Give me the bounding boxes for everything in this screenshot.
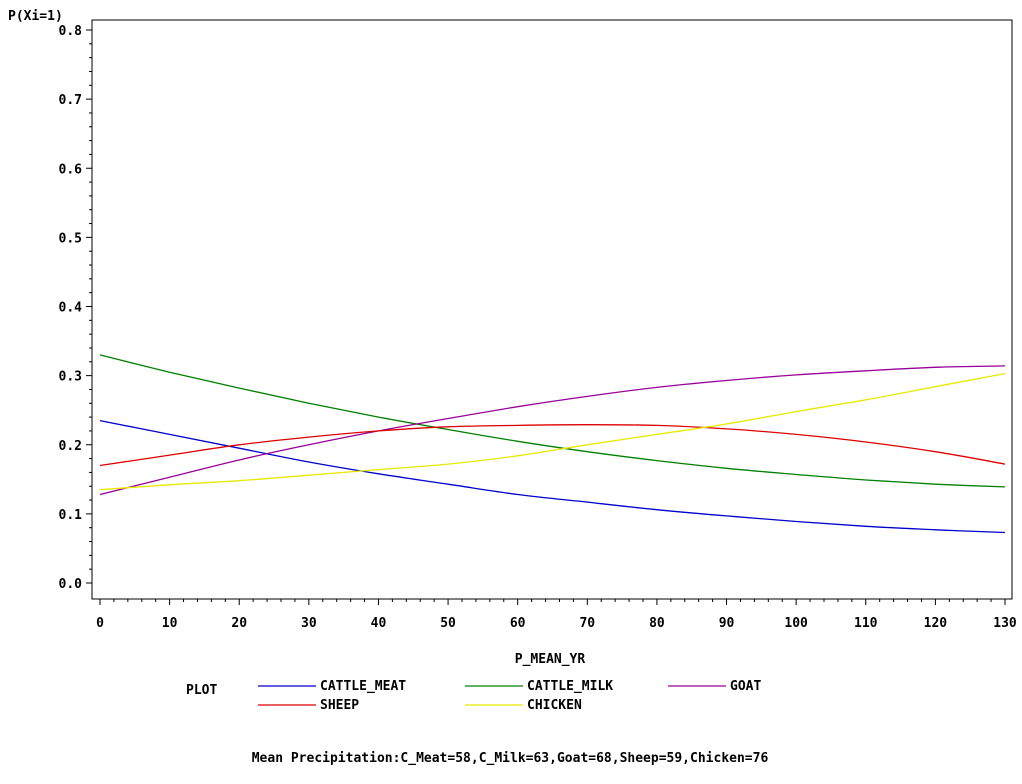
x-tick-label: 30 [301,616,317,631]
y-tick-label: 0.3 [59,370,82,385]
plot-frame [91,19,1013,600]
y-axis-ticks: 0.0 0.1 0.2 0.3 0.4 0.5 0.6 0.7 0.8 [59,24,92,592]
x-tick-label: 60 [510,616,526,631]
y-tick-label: 0.4 [59,301,83,316]
y-tick-label: 0.2 [59,439,82,454]
y-tick-label: 0.0 [59,577,83,592]
series-line-chicken [99,372,1006,491]
series-line-sheep [99,424,1006,467]
x-tick-label: 0 [96,616,104,631]
x-tick-label: 110 [854,616,878,631]
legend-title: PLOT [186,683,217,698]
footnote: Mean Precipitation:C_Meat=58,C_Milk=63,G… [252,751,769,766]
series-lines [99,354,1006,534]
x-tick-label: 70 [579,616,595,631]
x-tick-label: 130 [993,616,1017,631]
x-tick-label: 40 [371,616,387,631]
legend: CATTLE_MEAT CATTLE_MILK GOAT SHEEP CHICKEN [258,679,761,713]
legend-label-cattle-meat: CATTLE_MEAT [320,679,406,694]
series-line-cattle-milk [99,354,1006,488]
x-axis-ticks: 0 10 20 30 40 50 60 70 80 90 100 110 120 130 [96,599,1017,631]
series-line-cattle-meat [99,419,1006,534]
x-tick-label: 80 [649,616,665,631]
x-tick-label: 120 [924,616,948,631]
y-tick-label: 0.6 [59,162,83,177]
legend-label-chicken: CHICKEN [527,698,582,713]
x-tick-label: 90 [719,616,735,631]
y-tick-label: 0.7 [59,93,82,108]
x-tick-label: 100 [784,616,808,631]
legend-label-sheep: SHEEP [320,698,359,713]
legend-label-goat: GOAT [730,679,761,694]
y-tick-label: 0.1 [59,508,83,523]
y-axis-label: P(Xi=1) [8,9,63,24]
x-axis-label: P_MEAN_YR [515,652,586,667]
x-tick-label: 10 [162,616,178,631]
series-line-goat [99,365,1006,496]
x-tick-label: 50 [440,616,456,631]
y-tick-label: 0.5 [59,231,82,246]
x-tick-label: 20 [231,616,247,631]
y-tick-label: 0.8 [59,24,83,39]
legend-label-cattle-milk: CATTLE_MILK [527,679,613,694]
